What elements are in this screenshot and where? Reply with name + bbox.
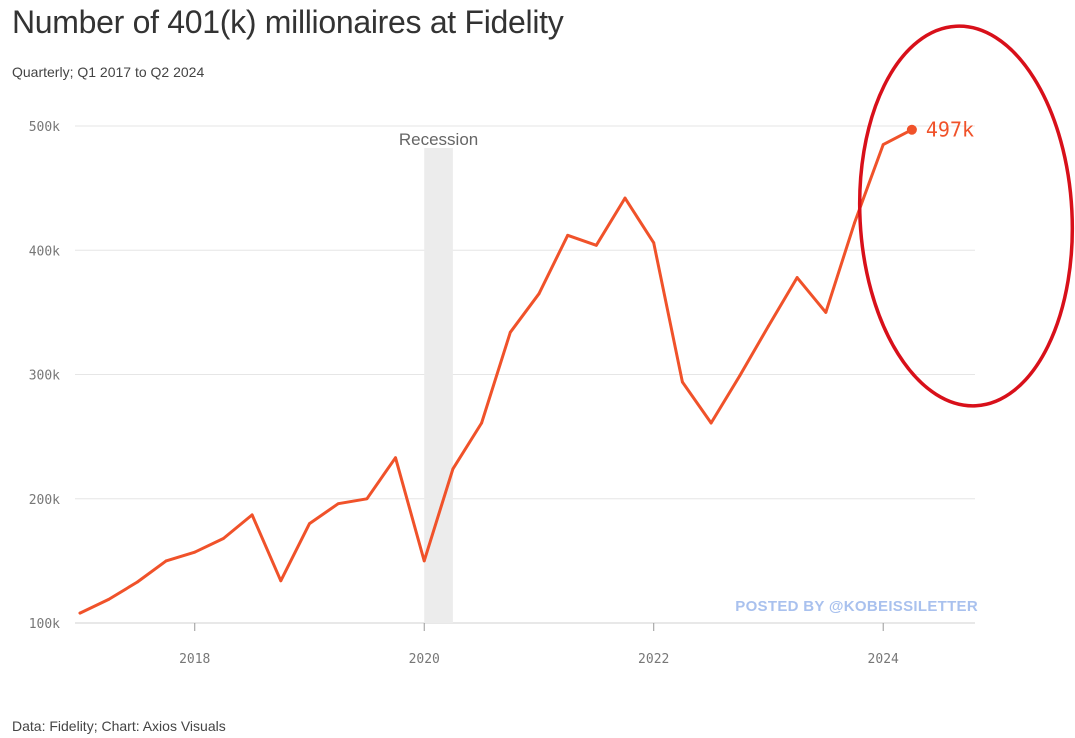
- chart-subtitle: Quarterly; Q1 2017 to Q2 2024: [12, 64, 205, 80]
- x-tick-label: 2024: [868, 652, 899, 667]
- data-point: [881, 143, 885, 147]
- data-point: [738, 374, 742, 378]
- grid-lines: [75, 125, 975, 624]
- data-point: [394, 456, 397, 460]
- data-point: [623, 196, 627, 200]
- data-point: [164, 559, 168, 563]
- highlight-ellipse: [857, 24, 1075, 408]
- data-point: [652, 241, 656, 245]
- data-point: [566, 233, 570, 237]
- data-point: [193, 550, 197, 554]
- data-point: [308, 522, 311, 525]
- data-point: [480, 421, 484, 425]
- data-point: [824, 310, 828, 314]
- x-axis-ticks: 2018 2020 2022 2024: [179, 623, 899, 667]
- data-point: [422, 559, 426, 563]
- source-note: Data: Fidelity; Chart: Axios Visuals: [12, 718, 226, 734]
- data-point: [709, 421, 713, 425]
- data-point: [222, 537, 225, 540]
- endpoint-label: 497k: [926, 118, 974, 142]
- data-point: [537, 292, 541, 296]
- annotation-layer: Recession 497k: [399, 24, 1075, 408]
- data-point: [279, 579, 283, 583]
- series-layer: [78, 128, 914, 615]
- endpoint-dot: [906, 124, 917, 135]
- x-tick-label: 2018: [179, 652, 210, 667]
- y-tick-label: 500k: [29, 120, 60, 135]
- data-point: [508, 330, 512, 334]
- x-tick-label: 2022: [638, 652, 669, 667]
- data-point: [681, 380, 684, 384]
- x-tick-label: 2020: [409, 652, 440, 667]
- chart-title: Number of 401(k) millionaires at Fidelit…: [12, 4, 564, 40]
- y-tick-label: 400k: [29, 244, 60, 259]
- y-tick-label: 300k: [29, 369, 60, 384]
- data-point: [365, 497, 369, 501]
- data-point: [135, 580, 139, 584]
- y-tick-label: 200k: [29, 493, 60, 508]
- data-point: [767, 324, 770, 328]
- y-tick-label: 100k: [29, 617, 60, 632]
- data-point: [451, 467, 455, 471]
- series-line: [78, 128, 914, 615]
- y-axis-ticks: 100k 200k 300k 400k 500k: [29, 120, 60, 632]
- data-point: [250, 513, 254, 517]
- data-point: [78, 611, 82, 615]
- data-point: [336, 502, 340, 506]
- watermark-text: POSTED BY @KOBEISSILETTER: [735, 598, 978, 615]
- data-point: [594, 243, 598, 247]
- data-point: [853, 221, 856, 225]
- data-point: [107, 597, 111, 601]
- recession-label: Recession: [399, 130, 478, 149]
- data-point: [795, 276, 799, 279]
